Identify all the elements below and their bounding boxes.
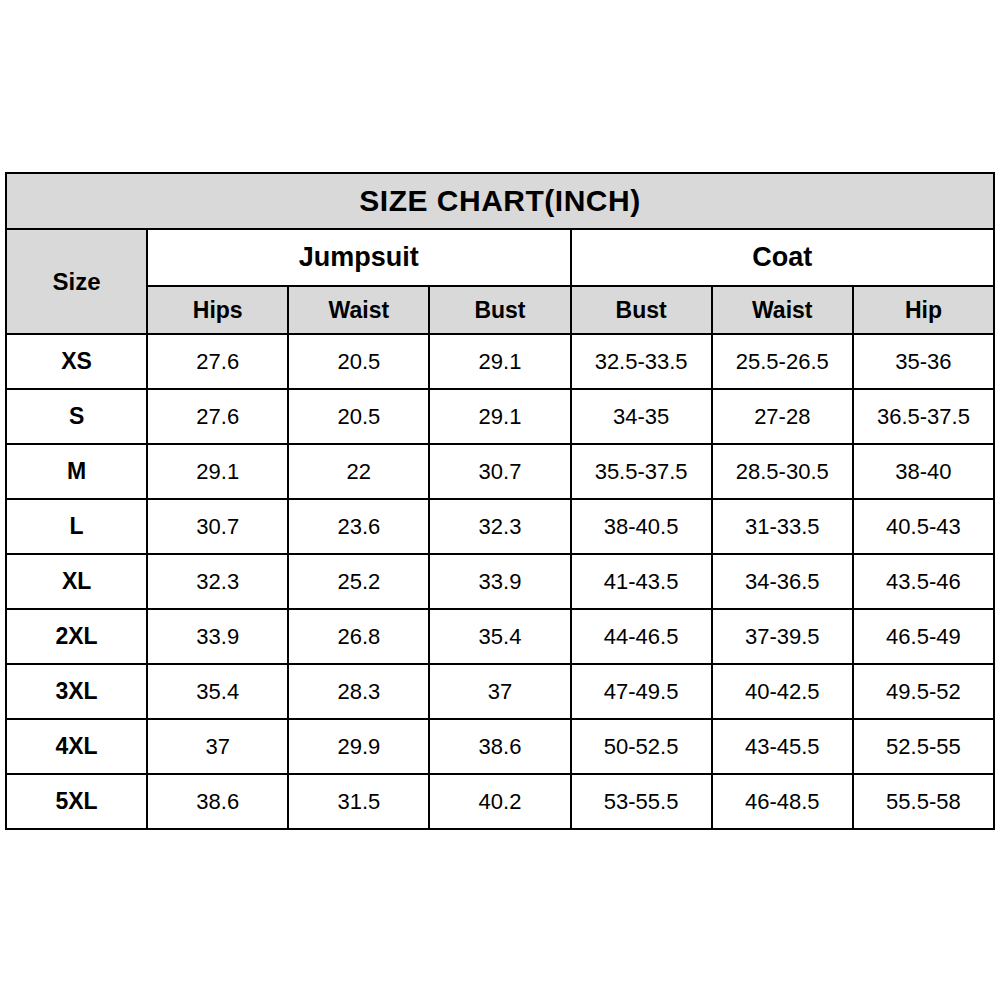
size-cell: XS	[6, 334, 147, 389]
size-cell: 5XL	[6, 774, 147, 829]
value-cell: 40-42.5	[712, 664, 853, 719]
value-cell: 38.6	[147, 774, 288, 829]
value-cell: 27-28	[712, 389, 853, 444]
value-cell: 49.5-52	[853, 664, 994, 719]
value-cell: 32.3	[429, 499, 570, 554]
value-cell: 33.9	[429, 554, 570, 609]
value-cell: 27.6	[147, 334, 288, 389]
table-row: XS27.620.529.132.5-33.525.5-26.535-36	[6, 334, 994, 389]
value-cell: 30.7	[429, 444, 570, 499]
size-chart-table: SIZE CHART(INCH) Size Jumpsuit Coat Hips…	[5, 172, 995, 830]
value-cell: 25.5-26.5	[712, 334, 853, 389]
value-cell: 27.6	[147, 389, 288, 444]
value-cell: 31.5	[288, 774, 429, 829]
value-cell: 28.3	[288, 664, 429, 719]
value-cell: 46.5-49	[853, 609, 994, 664]
value-cell: 43-45.5	[712, 719, 853, 774]
group-header-coat: Coat	[571, 229, 994, 286]
column-header-coat-hip: Hip	[853, 286, 994, 334]
table-row: 4XL3729.938.650-52.543-45.552.5-55	[6, 719, 994, 774]
column-header-coat-bust: Bust	[571, 286, 712, 334]
value-cell: 26.8	[288, 609, 429, 664]
value-cell: 34-36.5	[712, 554, 853, 609]
sub-header-row: Hips Waist Bust Bust Waist Hip	[6, 286, 994, 334]
size-cell: M	[6, 444, 147, 499]
value-cell: 35-36	[853, 334, 994, 389]
value-cell: 55.5-58	[853, 774, 994, 829]
value-cell: 46-48.5	[712, 774, 853, 829]
value-cell: 28.5-30.5	[712, 444, 853, 499]
table-row: XL32.325.233.941-43.534-36.543.5-46	[6, 554, 994, 609]
value-cell: 47-49.5	[571, 664, 712, 719]
table-row: M29.12230.735.5-37.528.5-30.538-40	[6, 444, 994, 499]
value-cell: 53-55.5	[571, 774, 712, 829]
value-cell: 38-40	[853, 444, 994, 499]
column-header-coat-waist: Waist	[712, 286, 853, 334]
value-cell: 29.1	[429, 389, 570, 444]
value-cell: 38.6	[429, 719, 570, 774]
table-row: 2XL33.926.835.444-46.537-39.546.5-49	[6, 609, 994, 664]
value-cell: 29.1	[147, 444, 288, 499]
size-chart-page: SIZE CHART(INCH) Size Jumpsuit Coat Hips…	[0, 0, 1000, 1000]
value-cell: 20.5	[288, 334, 429, 389]
value-cell: 40.5-43	[853, 499, 994, 554]
value-cell: 25.2	[288, 554, 429, 609]
value-cell: 37-39.5	[712, 609, 853, 664]
page-title: SIZE CHART(INCH)	[6, 173, 994, 229]
size-cell: L	[6, 499, 147, 554]
column-header-jumpsuit-bust: Bust	[429, 286, 570, 334]
value-cell: 30.7	[147, 499, 288, 554]
title-row: SIZE CHART(INCH)	[6, 173, 994, 229]
table-row: 3XL35.428.33747-49.540-42.549.5-52	[6, 664, 994, 719]
value-cell: 38-40.5	[571, 499, 712, 554]
size-cell: XL	[6, 554, 147, 609]
value-cell: 32.3	[147, 554, 288, 609]
table-body: SIZE CHART(INCH) Size Jumpsuit Coat Hips…	[6, 173, 994, 829]
value-cell: 29.9	[288, 719, 429, 774]
value-cell: 43.5-46	[853, 554, 994, 609]
size-column-header: Size	[6, 229, 147, 334]
value-cell: 32.5-33.5	[571, 334, 712, 389]
value-cell: 50-52.5	[571, 719, 712, 774]
size-cell: S	[6, 389, 147, 444]
table-row: L30.723.632.338-40.531-33.540.5-43	[6, 499, 994, 554]
value-cell: 34-35	[571, 389, 712, 444]
value-cell: 35.5-37.5	[571, 444, 712, 499]
value-cell: 36.5-37.5	[853, 389, 994, 444]
value-cell: 33.9	[147, 609, 288, 664]
group-header-jumpsuit: Jumpsuit	[147, 229, 570, 286]
value-cell: 41-43.5	[571, 554, 712, 609]
size-cell: 2XL	[6, 609, 147, 664]
value-cell: 52.5-55	[853, 719, 994, 774]
group-header-row: Size Jumpsuit Coat	[6, 229, 994, 286]
value-cell: 44-46.5	[571, 609, 712, 664]
value-cell: 40.2	[429, 774, 570, 829]
value-cell: 37	[429, 664, 570, 719]
value-cell: 23.6	[288, 499, 429, 554]
table-row: S27.620.529.134-3527-2836.5-37.5	[6, 389, 994, 444]
column-header-jumpsuit-waist: Waist	[288, 286, 429, 334]
value-cell: 35.4	[429, 609, 570, 664]
value-cell: 37	[147, 719, 288, 774]
size-cell: 4XL	[6, 719, 147, 774]
value-cell: 29.1	[429, 334, 570, 389]
value-cell: 31-33.5	[712, 499, 853, 554]
column-header-jumpsuit-hips: Hips	[147, 286, 288, 334]
value-cell: 22	[288, 444, 429, 499]
size-cell: 3XL	[6, 664, 147, 719]
value-cell: 35.4	[147, 664, 288, 719]
value-cell: 20.5	[288, 389, 429, 444]
table-row: 5XL38.631.540.253-55.546-48.555.5-58	[6, 774, 994, 829]
